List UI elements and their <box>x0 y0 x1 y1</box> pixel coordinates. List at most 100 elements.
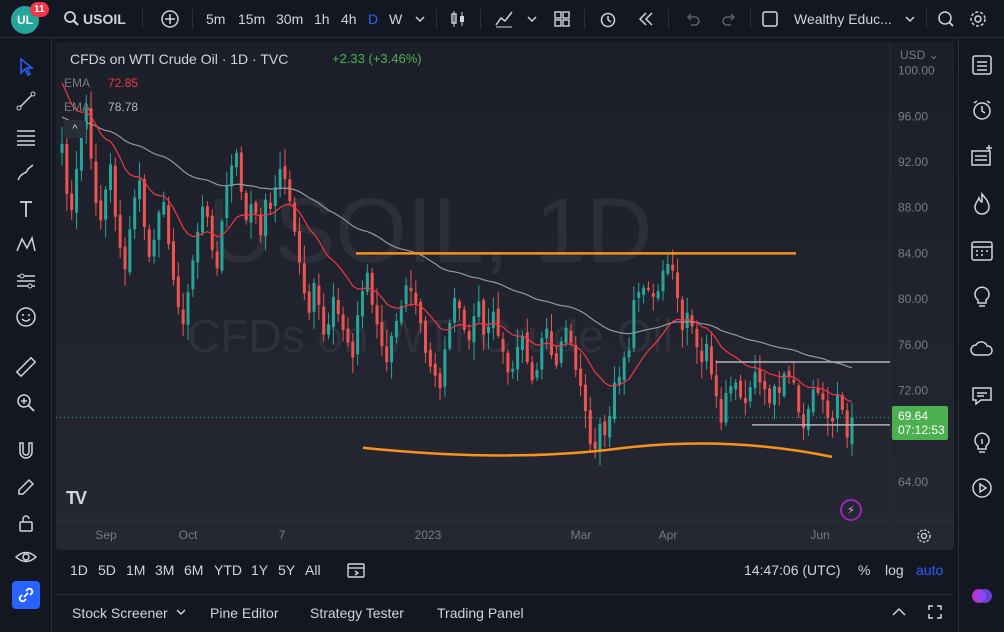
range-ytd[interactable]: YTD <box>214 562 242 578</box>
data-window-icon[interactable] <box>969 143 995 169</box>
zoom-in-icon[interactable] <box>12 389 40 417</box>
drawing-toolbar <box>0 39 52 632</box>
broadcast-icon[interactable] <box>969 475 995 501</box>
alarm-clock-icon[interactable] <box>969 97 995 123</box>
legend-collapse-button[interactable]: ^ <box>64 120 86 138</box>
lock-icon[interactable] <box>12 509 40 537</box>
alert-icon[interactable] <box>598 9 618 29</box>
goto-date-icon[interactable] <box>346 560 366 580</box>
range-1m[interactable]: 1M <box>126 562 146 578</box>
tab-pine-editor[interactable]: Pine Editor <box>210 605 279 621</box>
timeframe-15m[interactable]: 15m <box>238 11 266 27</box>
candle-body <box>327 324 331 335</box>
trendline-icon[interactable] <box>12 87 40 115</box>
candles-icon[interactable] <box>448 9 468 29</box>
chats-icon[interactable] <box>969 383 995 409</box>
chevron-down-icon[interactable] <box>900 9 920 29</box>
candle-body <box>433 363 437 376</box>
tab-trading-panel[interactable]: Trading Panel <box>437 605 524 621</box>
fib-retracement-icon[interactable] <box>12 123 40 151</box>
range-all[interactable]: All <box>305 562 321 578</box>
range-1d[interactable]: 1D <box>70 562 88 578</box>
eye-icon[interactable] <box>12 543 40 571</box>
user-avatar[interactable]: UL 11 <box>11 2 49 34</box>
indicators-icon[interactable] <box>494 9 514 29</box>
candle-body <box>147 229 151 257</box>
timeframe-w[interactable]: W <box>389 11 403 27</box>
chart-pane[interactable]: USOIL, 1D CFDs on WTI Crude Oil 100.00 96.0… <box>56 42 954 550</box>
redo-icon[interactable] <box>720 9 740 29</box>
text-tool-icon[interactable] <box>12 195 40 223</box>
streams-cloud-icon[interactable] <box>969 337 995 363</box>
candle-body <box>646 287 650 290</box>
range-5y[interactable]: 5Y <box>278 562 296 578</box>
tradingview-logo[interactable]: TV <box>66 488 87 508</box>
clock[interactable]: 14:47:06 (UTC) <box>744 562 841 578</box>
tab-stock-screener[interactable]: Stock Screener <box>72 605 168 621</box>
auto-toggle[interactable]: auto <box>916 562 944 578</box>
help-icon[interactable] <box>969 429 995 455</box>
candle-body <box>598 423 602 451</box>
templates-icon[interactable] <box>552 9 572 29</box>
ema-fast-line <box>61 82 853 403</box>
magnet-icon[interactable] <box>12 437 40 465</box>
chart-settings-icon[interactable] <box>916 528 932 544</box>
currency-selector[interactable]: USD ⌄ <box>900 48 939 62</box>
ruler-icon[interactable] <box>12 353 40 381</box>
candle-body <box>763 381 767 390</box>
candle-body <box>380 321 384 346</box>
replay-icon[interactable] <box>636 9 656 29</box>
divider <box>926 9 927 29</box>
chevron-down-icon[interactable] <box>410 9 430 29</box>
ema-fast-legend[interactable]: EMA 72.85 <box>64 76 138 90</box>
candle-body <box>336 299 340 314</box>
watchlist-icon[interactable] <box>969 52 995 78</box>
range-5d[interactable]: 5D <box>98 562 116 578</box>
symbol-search[interactable]: USOIL <box>83 11 126 27</box>
last-price: 69.64 <box>898 409 929 423</box>
undo-icon[interactable] <box>682 9 702 29</box>
candle-body <box>176 276 180 308</box>
tab-strategy-tester[interactable]: Strategy Tester <box>310 605 404 621</box>
chevron-down-icon[interactable] <box>174 605 188 619</box>
drawing-mode-icon[interactable] <box>12 473 40 501</box>
percent-toggle[interactable]: % <box>858 562 871 578</box>
collapse-panel-icon[interactable] <box>890 603 908 621</box>
symbol-legend-title[interactable]: CFDs on WTI Crude Oil · 1D · TVC <box>70 51 289 67</box>
ema-slow-legend[interactable]: EMA 78.78 <box>64 100 138 114</box>
quick-search-icon[interactable] <box>936 9 956 29</box>
compare-add-icon[interactable] <box>160 9 180 29</box>
range-1y[interactable]: 1Y <box>251 562 269 578</box>
maximize-panel-icon[interactable] <box>926 603 944 621</box>
settings-gear-icon[interactable] <box>968 9 988 29</box>
pattern-icon[interactable] <box>12 231 40 259</box>
cursor-icon[interactable] <box>12 53 40 81</box>
lightning-icon[interactable]: ⚡ <box>840 499 862 521</box>
timeframe-1h[interactable]: 1h <box>314 11 330 27</box>
divider <box>192 9 193 29</box>
hotlist-fire-icon[interactable] <box>969 191 995 217</box>
timeframe-5m[interactable]: 5m <box>206 11 226 27</box>
emoji-icon[interactable] <box>12 303 40 331</box>
price-tick-label: 76.00 <box>898 338 928 352</box>
log-toggle[interactable]: log <box>885 562 904 578</box>
range-6m[interactable]: 6M <box>184 562 204 578</box>
timeframe-30m[interactable]: 30m <box>276 11 304 27</box>
chevron-down-icon[interactable] <box>522 9 542 29</box>
candle-body <box>99 200 103 221</box>
candle-body <box>574 344 578 370</box>
ideas-lightbulb-icon[interactable] <box>969 283 995 309</box>
layout-name[interactable]: Wealthy Educ... <box>794 11 892 27</box>
link-icon[interactable] <box>12 581 40 609</box>
timeframe-4h[interactable]: 4h <box>341 11 357 27</box>
timeframe-d[interactable]: D <box>368 11 379 27</box>
layout-checkbox-icon[interactable] <box>760 9 780 29</box>
brush-icon[interactable] <box>12 159 40 187</box>
search-icon[interactable] <box>62 9 82 29</box>
range-3m[interactable]: 3M <box>155 562 175 578</box>
calendar-icon[interactable] <box>969 237 995 263</box>
prediction-icon[interactable] <box>12 267 40 295</box>
candle-body <box>113 165 117 217</box>
brain-icon[interactable] <box>969 583 995 609</box>
